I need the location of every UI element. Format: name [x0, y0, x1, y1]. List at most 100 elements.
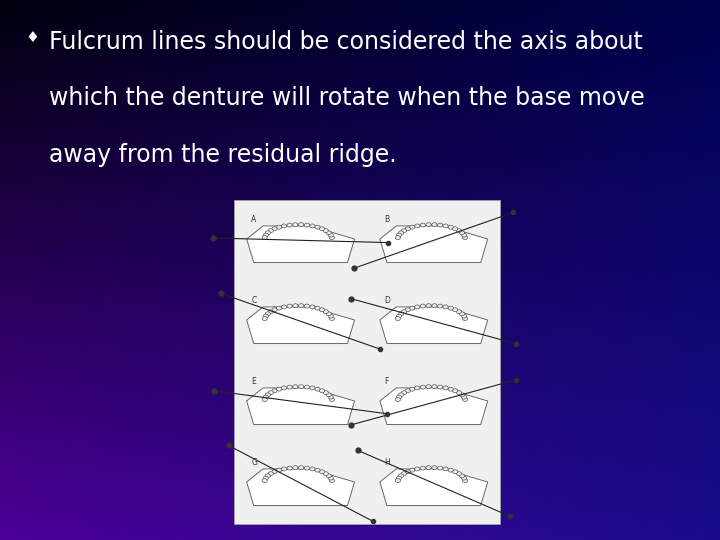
Circle shape: [426, 384, 431, 389]
Circle shape: [282, 224, 287, 228]
Circle shape: [397, 233, 402, 237]
Circle shape: [262, 397, 267, 401]
Circle shape: [401, 472, 407, 476]
Circle shape: [265, 393, 271, 397]
Circle shape: [410, 306, 415, 310]
Circle shape: [272, 389, 277, 393]
Text: which the denture will rotate when the base move: which the denture will rotate when the b…: [49, 86, 644, 110]
Circle shape: [305, 466, 310, 470]
Circle shape: [293, 222, 298, 227]
Circle shape: [405, 227, 410, 231]
Text: H: H: [384, 458, 390, 467]
Polygon shape: [247, 307, 354, 343]
Bar: [234, 200, 500, 524]
Circle shape: [282, 467, 287, 471]
Circle shape: [462, 395, 467, 399]
Circle shape: [438, 385, 443, 389]
Circle shape: [462, 397, 467, 401]
Text: C: C: [251, 296, 256, 305]
Text: A: A: [251, 215, 256, 224]
Circle shape: [401, 310, 407, 314]
Circle shape: [410, 225, 415, 229]
Circle shape: [328, 476, 333, 480]
Circle shape: [287, 385, 292, 389]
Circle shape: [459, 312, 464, 316]
Circle shape: [432, 303, 437, 308]
Circle shape: [264, 476, 269, 480]
Circle shape: [462, 476, 467, 480]
Circle shape: [459, 231, 464, 235]
Circle shape: [315, 387, 320, 391]
Circle shape: [443, 224, 448, 228]
Text: E: E: [251, 377, 256, 386]
Text: B: B: [384, 215, 390, 224]
Circle shape: [299, 303, 304, 308]
Circle shape: [326, 312, 331, 316]
Circle shape: [323, 472, 328, 476]
Circle shape: [410, 387, 415, 391]
Circle shape: [299, 384, 304, 389]
Circle shape: [287, 466, 292, 470]
Circle shape: [264, 314, 269, 318]
Circle shape: [398, 474, 404, 478]
Polygon shape: [380, 307, 487, 343]
Polygon shape: [380, 469, 487, 505]
Circle shape: [453, 389, 458, 393]
Circle shape: [453, 227, 458, 231]
Circle shape: [426, 465, 431, 470]
Circle shape: [287, 304, 292, 308]
Circle shape: [326, 393, 331, 397]
Circle shape: [438, 304, 443, 308]
Circle shape: [276, 468, 282, 472]
Polygon shape: [247, 226, 354, 262]
Circle shape: [305, 385, 310, 389]
Circle shape: [420, 385, 426, 389]
Circle shape: [462, 233, 467, 237]
Circle shape: [462, 316, 467, 320]
Circle shape: [410, 468, 415, 472]
Circle shape: [268, 229, 274, 233]
Circle shape: [432, 384, 437, 389]
Circle shape: [310, 467, 315, 471]
Circle shape: [329, 478, 334, 482]
Circle shape: [448, 468, 454, 472]
Circle shape: [323, 229, 328, 233]
Circle shape: [397, 314, 402, 318]
Circle shape: [310, 386, 315, 390]
Circle shape: [305, 304, 310, 308]
Circle shape: [299, 465, 304, 470]
Circle shape: [443, 467, 448, 471]
Circle shape: [398, 393, 404, 397]
Circle shape: [462, 478, 467, 482]
Circle shape: [395, 235, 400, 239]
Circle shape: [398, 231, 404, 235]
Circle shape: [293, 303, 298, 308]
Circle shape: [287, 223, 292, 227]
Circle shape: [415, 386, 420, 390]
Circle shape: [459, 393, 464, 397]
Circle shape: [323, 391, 328, 395]
Circle shape: [320, 470, 325, 474]
Circle shape: [276, 387, 282, 391]
Circle shape: [305, 223, 310, 227]
Circle shape: [315, 468, 320, 472]
Circle shape: [462, 314, 467, 318]
Circle shape: [329, 316, 334, 320]
Circle shape: [326, 474, 331, 478]
Circle shape: [276, 306, 282, 310]
Circle shape: [443, 386, 448, 390]
Circle shape: [420, 304, 426, 308]
Polygon shape: [247, 469, 354, 505]
Circle shape: [328, 314, 333, 318]
Circle shape: [415, 467, 420, 471]
Circle shape: [453, 308, 458, 312]
Circle shape: [401, 391, 407, 395]
Circle shape: [397, 395, 402, 399]
Circle shape: [320, 308, 325, 312]
Circle shape: [282, 305, 287, 309]
Circle shape: [462, 235, 467, 239]
Circle shape: [262, 478, 267, 482]
Circle shape: [426, 222, 431, 227]
Text: Fulcrum lines should be considered the axis about: Fulcrum lines should be considered the a…: [49, 30, 643, 53]
Circle shape: [326, 231, 331, 235]
